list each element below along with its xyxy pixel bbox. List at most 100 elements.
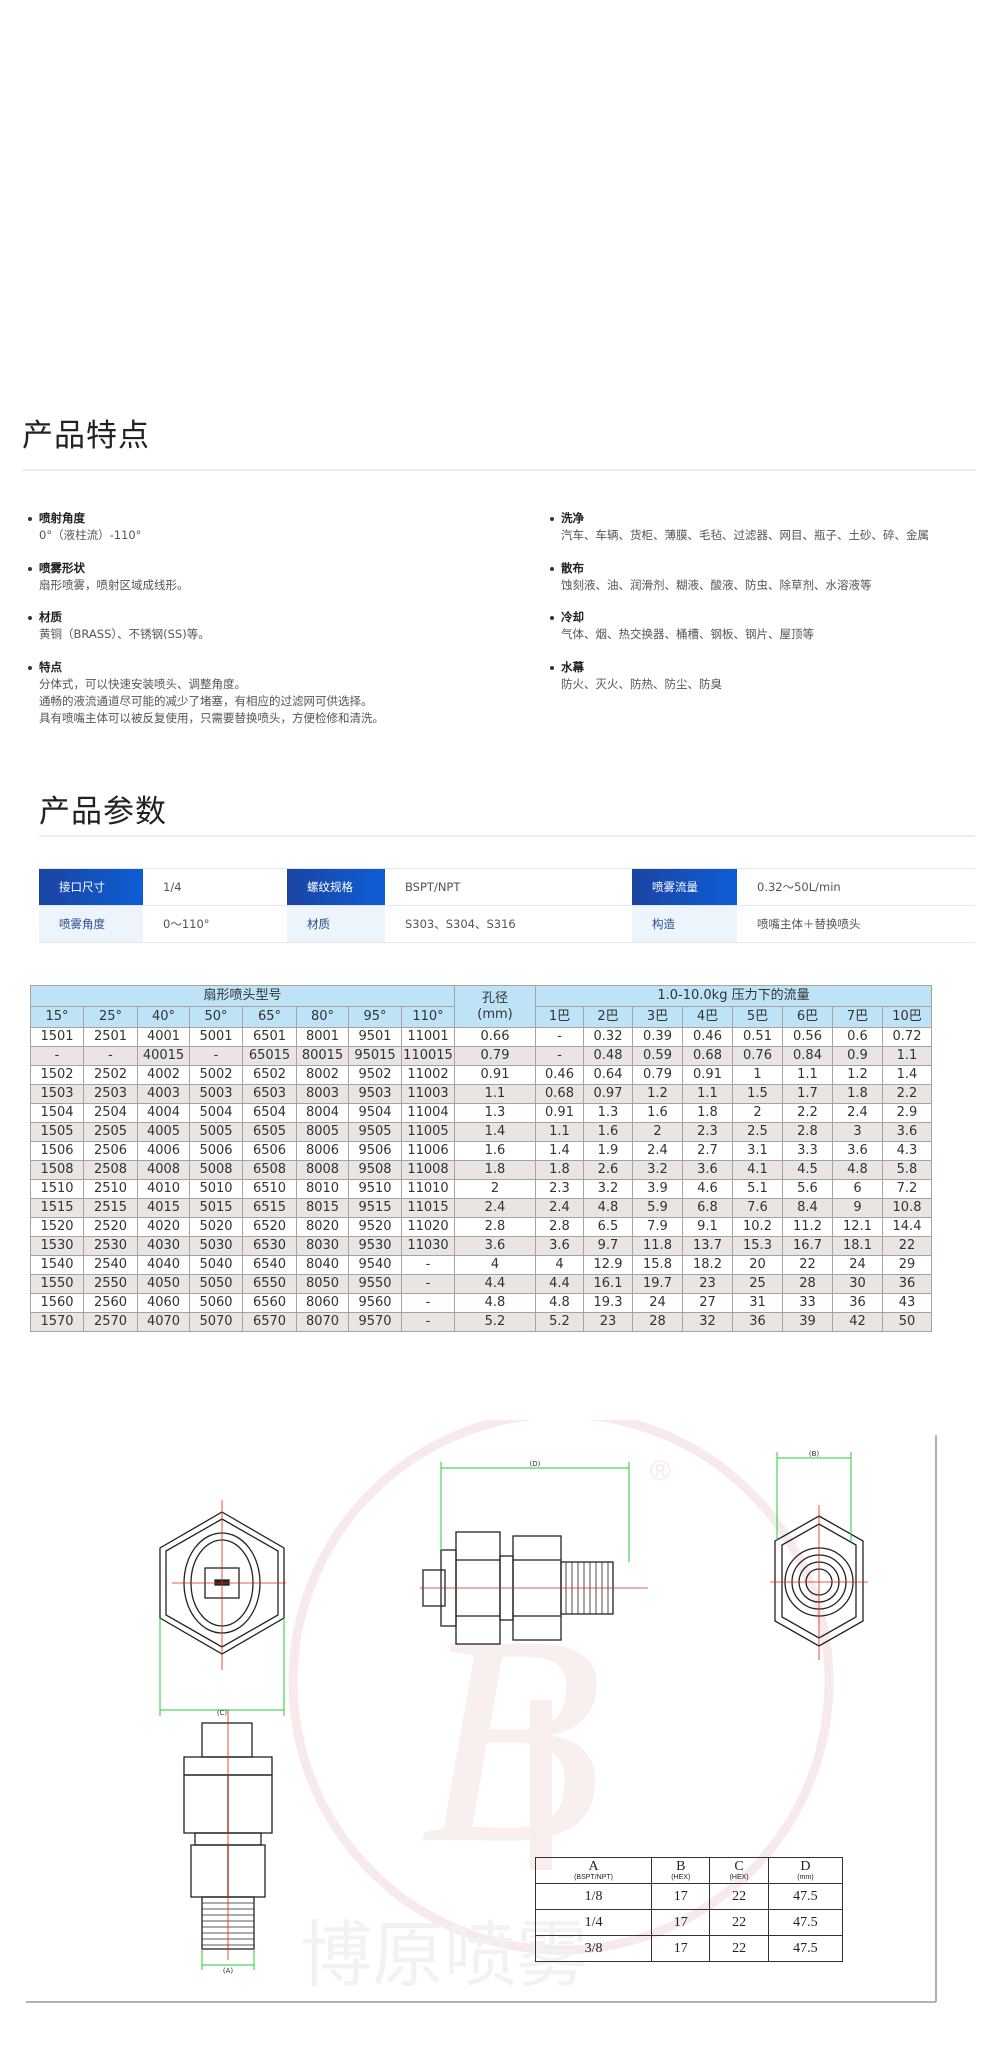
model-cell: 65015	[242, 1046, 297, 1066]
model-cell: 5003	[189, 1084, 243, 1104]
model-header: 扇形喷头型号	[30, 985, 455, 1007]
feature-desc: 通畅的液流通道尽可能的减少了堵塞，有相应的过滤网可供选择。	[39, 694, 373, 708]
feature-title: 散布	[550, 560, 981, 577]
feature-desc: 具有喷嘴主体可以被反复使用，只需要替换喷头，方便检修和清洗。	[39, 711, 384, 725]
flow-cell: 1.8	[682, 1103, 733, 1123]
dim-cell: 47.5	[767, 1909, 844, 1936]
dim-header: A (BSPT/NPT)	[534, 1857, 653, 1884]
model-cell: 11002	[401, 1065, 455, 1085]
model-cell: 8020	[296, 1217, 349, 1237]
dim-header-sub: (HEX)	[671, 1874, 691, 1881]
flow-cell: 4.1	[732, 1160, 783, 1180]
flow-cell: 36	[732, 1312, 783, 1332]
flow-cell: 3.6	[832, 1141, 883, 1161]
feature-desc: 0°（液柱流）-110°	[39, 528, 142, 542]
table-row: 1520 2520 4020 5020 6520 8020 9520 11020 2.8 2.8 6…	[30, 1217, 932, 1237]
angle-header: 15°	[30, 1006, 84, 1028]
feature-item: 喷射角度 0°（液柱流）-110°	[28, 510, 459, 544]
flow-cell: 3.1	[732, 1141, 783, 1161]
flow-cell: 10.8	[882, 1198, 932, 1218]
flow-cell: 1.1	[882, 1046, 932, 1066]
orifice-cell: 0.79	[454, 1046, 536, 1066]
flow-cell: 43	[882, 1293, 932, 1313]
flow-cell: 2	[732, 1103, 783, 1123]
model-cell: 2503	[83, 1084, 138, 1104]
model-cell: 8070	[296, 1312, 349, 1332]
pressure-header: 2巴	[583, 1006, 633, 1028]
model-cell: -	[83, 1046, 138, 1066]
dim-header-sub: (HEX)	[729, 1874, 749, 1881]
model-cell: 4070	[137, 1312, 190, 1332]
flow-cell: 10.2	[732, 1217, 783, 1237]
model-cell: 1501	[30, 1027, 84, 1047]
model-cell: 1503	[30, 1084, 84, 1104]
flow-cell: 0.68	[535, 1084, 584, 1104]
dim-header-sub: (mm)	[797, 1874, 814, 1881]
model-cell: 11003	[401, 1084, 455, 1104]
orifice-cell: 5.2	[454, 1312, 536, 1332]
flow-cell: 5.2	[535, 1312, 584, 1332]
flow-cell: 0.91	[535, 1103, 584, 1123]
flow-cell: 15.3	[732, 1236, 783, 1256]
feature-desc: 汽车、车辆、货柜、薄膜、毛毡、过滤器、网目、瓶子、土砂、碎、金属	[561, 528, 929, 542]
model-cell: 4001	[137, 1027, 190, 1047]
flow-cell: 22	[882, 1236, 932, 1256]
flow-cell: 1.2	[832, 1065, 883, 1085]
model-cell: 40015	[137, 1046, 190, 1066]
flow-cell: 3	[832, 1122, 883, 1142]
feature-title: 冷却	[550, 609, 981, 626]
model-cell: 1520	[30, 1217, 84, 1237]
model-cell: -	[189, 1046, 243, 1066]
flow-cell: 4	[535, 1255, 584, 1275]
flow-cell: 22	[782, 1255, 833, 1275]
orifice-cell: 1.8	[454, 1160, 536, 1180]
orifice-cell: 3.6	[454, 1236, 536, 1256]
flow-cell: 1.1	[782, 1065, 833, 1085]
flow-cell: 12.1	[832, 1217, 883, 1237]
param-label: 构造	[632, 905, 737, 943]
param-label: 喷雾角度	[39, 905, 143, 943]
angle-header: 80°	[296, 1006, 349, 1028]
flow-cell: 1.7	[782, 1084, 833, 1104]
flow-cell: 8.4	[782, 1198, 833, 1218]
flow-cell: 0.59	[632, 1046, 683, 1066]
model-cell: 8003	[296, 1084, 349, 1104]
side-view	[420, 1462, 648, 1645]
flow-cell: 3.3	[782, 1141, 833, 1161]
model-cell: 4015	[137, 1198, 190, 1218]
orifice-cell: 1.4	[454, 1122, 536, 1142]
flow-cell: 4.3	[882, 1141, 932, 1161]
flow-cell: 15.8	[632, 1255, 683, 1275]
flow-cell: 23	[682, 1274, 733, 1294]
param-value: S303、S304、S316	[385, 905, 632, 943]
feature-title: 喷雾形状	[28, 560, 459, 577]
flow-cell: 31	[732, 1293, 783, 1313]
model-cell: 4020	[137, 1217, 190, 1237]
model-cell: 4004	[137, 1103, 190, 1123]
model-cell: 4010	[137, 1179, 190, 1199]
model-cell: 9510	[348, 1179, 402, 1199]
model-cell: 5070	[189, 1312, 243, 1332]
dim-cell: 1/8	[534, 1883, 653, 1910]
model-cell: 2506	[83, 1141, 138, 1161]
end-view	[770, 1452, 868, 1660]
flow-cell: 1.8	[535, 1160, 584, 1180]
param-label: 螺纹规格	[287, 868, 385, 906]
flow-cell: 4.4	[535, 1274, 584, 1294]
feature-desc: 蚀刻液、油、润滑剂、糊液、酸液、防虫、除草剂、水溶液等	[561, 578, 872, 592]
features-divider	[22, 469, 975, 471]
dim-header-main: B	[676, 1859, 686, 1874]
model-cell: 8002	[296, 1065, 349, 1085]
model-cell: 5015	[189, 1198, 243, 1218]
orifice-cell: 0.91	[454, 1065, 536, 1085]
feature-item: 散布 蚀刻液、油、润滑剂、糊液、酸液、防虫、除草剂、水溶液等	[550, 560, 981, 594]
orifice-cell: 1.6	[454, 1141, 536, 1161]
feature-desc: 黄铜（BRASS）、不锈钢(SS)等。	[39, 627, 210, 641]
flow-cell: 2.9	[882, 1103, 932, 1123]
flow-cell: 18.1	[832, 1236, 883, 1256]
model-cell: -	[401, 1274, 455, 1294]
model-cell: 8030	[296, 1236, 349, 1256]
model-cell: 9502	[348, 1065, 402, 1085]
table-row: 1503 2503 4003 5003 6503 8003 9503 11003 1.1 0.68…	[30, 1084, 932, 1104]
table-row: 1550 2550 4050 5050 6550 8050 9550-4.4 4.4 16.1 1…	[30, 1274, 932, 1294]
